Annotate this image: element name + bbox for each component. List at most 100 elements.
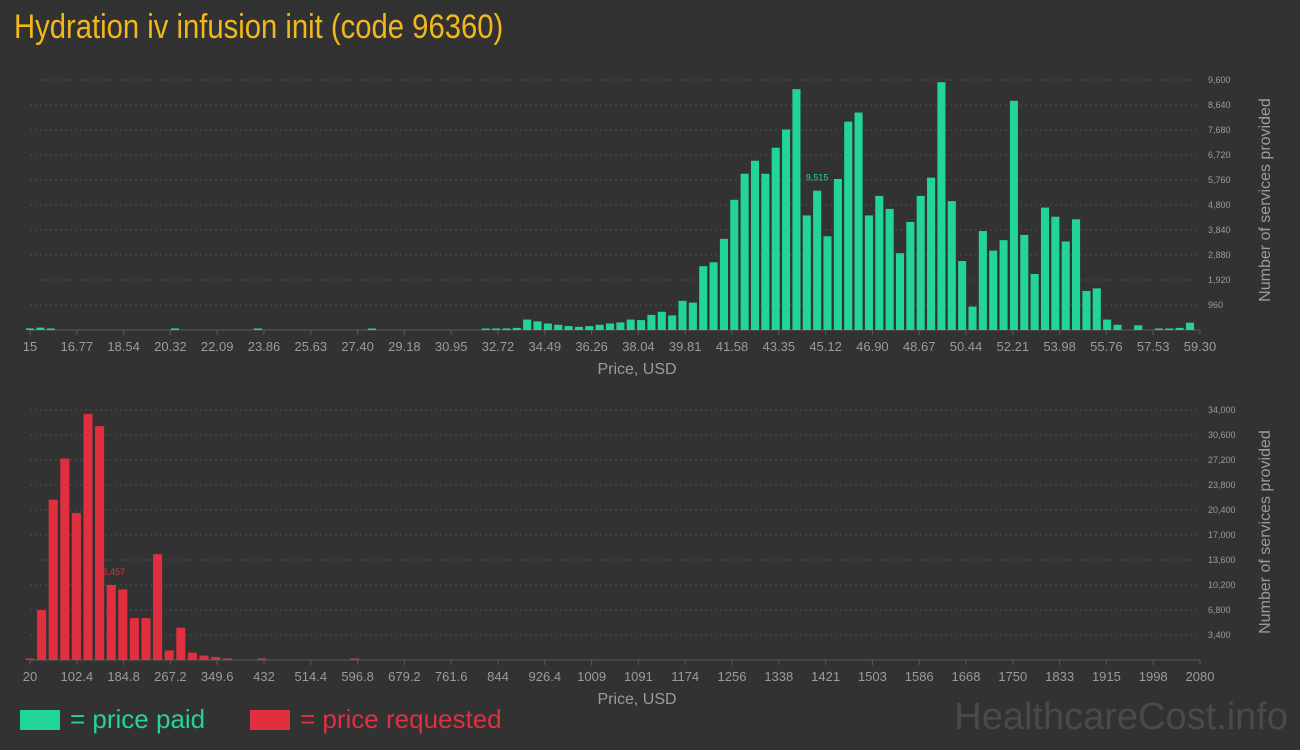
bar bbox=[1154, 328, 1163, 330]
bar bbox=[502, 328, 511, 330]
y-tick-label: 13,600 bbox=[1208, 555, 1236, 565]
bar bbox=[605, 323, 615, 330]
bar bbox=[1092, 288, 1101, 330]
y-tick-label: 4,800 bbox=[1208, 200, 1231, 210]
bar bbox=[616, 322, 625, 330]
x-tick-label: 46.90 bbox=[856, 339, 889, 354]
bar bbox=[170, 328, 180, 330]
bar bbox=[1113, 324, 1122, 330]
legend-swatch-requested bbox=[250, 709, 290, 730]
bar bbox=[164, 650, 174, 660]
x-tick-label: 18.54 bbox=[107, 339, 140, 354]
bar bbox=[211, 657, 221, 660]
x-tick-label: 1503 bbox=[858, 669, 887, 684]
y-tick-label: 6,800 bbox=[1208, 605, 1231, 615]
bar bbox=[1082, 290, 1091, 330]
x-tick-label: 349.6 bbox=[201, 669, 234, 684]
bar bbox=[585, 326, 594, 330]
bar bbox=[1030, 274, 1039, 330]
bar bbox=[176, 627, 186, 660]
x-tick-label: 1668 bbox=[952, 669, 981, 684]
x-tick-label: 596.8 bbox=[341, 669, 374, 684]
bar bbox=[199, 655, 209, 660]
bar bbox=[792, 89, 801, 330]
x-tick-label: 1421 bbox=[811, 669, 840, 684]
x-tick-label: 184.8 bbox=[107, 669, 140, 684]
bar bbox=[937, 82, 946, 331]
x-tick-label: 1750 bbox=[998, 669, 1027, 684]
x-tick-label: 48.67 bbox=[903, 339, 936, 354]
bar bbox=[719, 238, 728, 330]
x-tick-label: 1091 bbox=[624, 669, 653, 684]
chart-title: Hydration iv infusion init (code 96360) bbox=[14, 8, 504, 46]
x-tick-label: 1009 bbox=[577, 669, 606, 684]
bar bbox=[750, 160, 760, 330]
y-tick-label: 2,880 bbox=[1208, 250, 1231, 260]
bar bbox=[1185, 322, 1195, 330]
bar bbox=[833, 178, 842, 330]
bar bbox=[626, 319, 635, 330]
x-tick-label: 50.44 bbox=[950, 339, 983, 354]
y-tick-label: 8,640 bbox=[1208, 100, 1231, 110]
y-tick-label: 27,200 bbox=[1208, 455, 1236, 465]
bar bbox=[813, 190, 822, 330]
x-tick-label: 22.09 bbox=[201, 339, 234, 354]
legend-swatch-paid bbox=[20, 709, 60, 730]
legend-label-requested: = price requested bbox=[300, 704, 502, 734]
bar bbox=[48, 499, 58, 660]
bar bbox=[350, 658, 360, 660]
x-tick-label: 514.4 bbox=[295, 669, 328, 684]
peak-value-label: 9,515 bbox=[806, 173, 829, 183]
bar bbox=[657, 311, 666, 330]
y-tick-label: 20,400 bbox=[1208, 505, 1236, 515]
x-tick-label: 1338 bbox=[764, 669, 793, 684]
bar bbox=[978, 231, 987, 330]
y-tick-label: 1,920 bbox=[1208, 275, 1231, 285]
bar bbox=[916, 195, 925, 330]
bar bbox=[709, 262, 718, 330]
x-tick-label: 1998 bbox=[1139, 669, 1168, 684]
bar bbox=[367, 328, 376, 330]
bar bbox=[1175, 327, 1184, 330]
y-tick-label: 17,000 bbox=[1208, 530, 1236, 540]
bar bbox=[947, 201, 956, 330]
bar bbox=[875, 195, 884, 330]
bar bbox=[253, 328, 262, 330]
bar bbox=[141, 618, 151, 660]
bar bbox=[153, 554, 163, 660]
x-tick-label: 32.72 bbox=[482, 339, 515, 354]
y-tick-label: 960 bbox=[1208, 300, 1223, 310]
bar bbox=[699, 266, 708, 330]
x-tick-label: 53.98 bbox=[1043, 339, 1076, 354]
y-tick-label: 9,600 bbox=[1208, 75, 1231, 85]
bar bbox=[647, 314, 656, 330]
y-axis-label: Number of services provided bbox=[1257, 430, 1274, 634]
bar bbox=[60, 458, 70, 660]
bar bbox=[222, 658, 232, 660]
bar bbox=[927, 177, 936, 330]
x-tick-label: 1586 bbox=[905, 669, 934, 684]
bar bbox=[678, 300, 687, 330]
x-tick-label: 45.12 bbox=[809, 339, 842, 354]
bar bbox=[533, 321, 542, 330]
x-tick-label: 27.40 bbox=[341, 339, 374, 354]
x-axis-label: Price, USD bbox=[597, 691, 676, 708]
bar bbox=[1134, 325, 1143, 330]
bar bbox=[864, 215, 873, 330]
bar bbox=[574, 326, 583, 330]
bar bbox=[46, 328, 55, 330]
bar bbox=[761, 173, 770, 330]
x-tick-label: 844 bbox=[487, 669, 509, 684]
bar bbox=[802, 215, 811, 330]
x-tick-label: 926.4 bbox=[529, 669, 562, 684]
x-tick-label: 20.32 bbox=[154, 339, 187, 354]
x-tick-label: 2080 bbox=[1186, 669, 1215, 684]
x-tick-label: 41.58 bbox=[716, 339, 749, 354]
y-tick-label: 23,800 bbox=[1208, 480, 1236, 490]
bar bbox=[257, 658, 267, 660]
bar bbox=[906, 221, 915, 330]
x-tick-label: 1256 bbox=[718, 669, 747, 684]
x-axis-label: Price, USD bbox=[597, 361, 676, 378]
y-tick-label: 30,600 bbox=[1208, 430, 1236, 440]
